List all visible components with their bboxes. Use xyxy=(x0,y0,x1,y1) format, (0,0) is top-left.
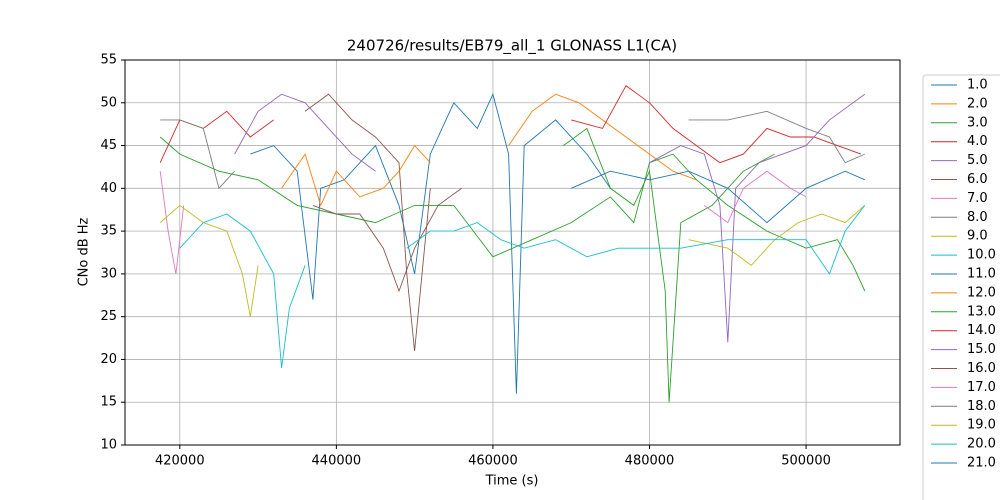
legend-label: 9.0 xyxy=(967,229,988,244)
y-tick-label: 20 xyxy=(100,352,117,367)
y-tick-label: 35 xyxy=(100,224,117,239)
legend-label: 2.0 xyxy=(967,96,988,111)
y-tick-label: 55 xyxy=(100,53,117,68)
legend-label: 11.0 xyxy=(967,267,996,282)
legend-label: 7.0 xyxy=(967,191,988,206)
series-line xyxy=(281,144,431,207)
legend-label: 5.0 xyxy=(967,153,988,168)
series-line xyxy=(649,93,866,343)
plot-lines xyxy=(159,85,866,403)
legend-label: 19.0 xyxy=(967,418,996,433)
x-axis-label: Time (s) xyxy=(485,474,539,489)
legend-label: 4.0 xyxy=(967,134,988,149)
series-line xyxy=(312,187,462,293)
y-tick-label: 15 xyxy=(100,395,117,410)
series-line xyxy=(304,93,431,351)
y-axis-label: CNo dB Hz xyxy=(77,217,92,286)
legend-label: 14.0 xyxy=(967,323,996,338)
series-line xyxy=(159,110,274,163)
legend-label: 10.0 xyxy=(967,248,996,263)
legend-label: 6.0 xyxy=(967,172,988,187)
legend-label: 1.0 xyxy=(967,78,988,93)
y-tick-label: 50 xyxy=(100,95,117,110)
y-tick-label: 30 xyxy=(100,266,117,281)
legend-label: 17.0 xyxy=(967,380,996,395)
series-line xyxy=(160,119,235,190)
legend-label: 21.0 xyxy=(967,456,996,471)
series-line xyxy=(159,204,259,317)
x-tick-label: 420000 xyxy=(155,454,205,469)
series-line xyxy=(159,136,866,292)
series-line xyxy=(688,205,866,266)
y-tick-label: 10 xyxy=(100,438,117,453)
legend-label: 15.0 xyxy=(967,342,996,357)
series-line xyxy=(571,170,865,224)
legend-label: 20.0 xyxy=(967,437,996,452)
legend-box xyxy=(922,74,1000,500)
plot-frame xyxy=(124,59,901,446)
series-line xyxy=(688,110,865,164)
y-tick-label: 25 xyxy=(100,309,117,324)
y-tick-label: 40 xyxy=(100,181,117,196)
grid: 420000 440000 460000 480000 500000 10 15 20 25 30… xyxy=(100,53,900,469)
legend-label: 3.0 xyxy=(967,115,988,130)
x-tick-label: 480000 xyxy=(625,454,675,469)
chart-title: 240726/results/EB79_all_1 GLONASS L1(CA) xyxy=(347,37,677,56)
series-line xyxy=(508,93,697,181)
legend-label: 13.0 xyxy=(967,304,996,319)
legend: 1.0 2.0 3.0 4.0 5.0 6.0 7.0 8.0 9.0 10.0 11.0 12.0 1… xyxy=(922,74,1000,500)
series-line xyxy=(704,170,807,224)
y-tick-label: 45 xyxy=(100,138,117,153)
legend-label: 18.0 xyxy=(967,399,996,414)
series-line xyxy=(250,145,345,300)
legend-label: 8.0 xyxy=(967,210,988,225)
legend-label: 12.0 xyxy=(967,285,996,300)
series-line xyxy=(571,85,862,164)
series-line xyxy=(234,93,376,172)
x-tick-label: 440000 xyxy=(312,454,362,469)
series-line xyxy=(179,213,306,369)
series-line xyxy=(343,92,611,394)
series-line xyxy=(406,205,866,275)
series-line xyxy=(563,127,775,403)
x-tick-label: 460000 xyxy=(468,454,518,469)
series-line xyxy=(159,171,185,274)
x-tick-label: 500000 xyxy=(781,454,831,469)
legend-label: 16.0 xyxy=(967,361,996,376)
